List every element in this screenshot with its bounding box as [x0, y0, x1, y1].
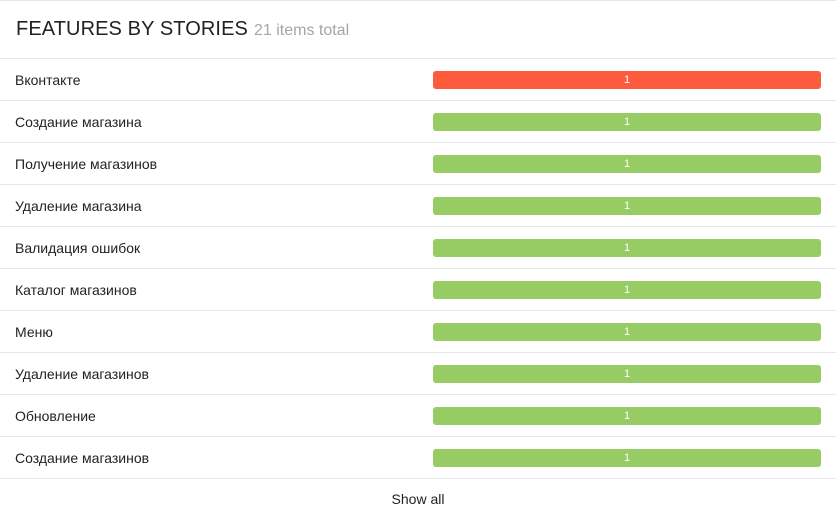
status-count: 1 [623, 367, 631, 380]
status-count: 1 [623, 241, 631, 254]
status-count: 1 [623, 283, 631, 296]
stories-status-bar: 1 [433, 70, 821, 89]
status-segment-passed [433, 280, 821, 299]
widget-footer: Show all [0, 479, 836, 515]
feature-row[interactable]: Обновление 1 [0, 395, 836, 437]
status-count: 1 [623, 73, 631, 86]
feature-row[interactable]: Создание магазина 1 [0, 101, 836, 143]
status-segment-passed [433, 112, 821, 131]
feature-name: Создание магазинов [15, 449, 150, 466]
feature-name: Удаление магазинов [15, 365, 149, 382]
stories-status-bar: 1 [433, 448, 821, 467]
status-segment-failed [433, 70, 821, 89]
feature-name: Удаление магазина [15, 197, 142, 214]
feature-row[interactable]: Валидация ошибок 1 [0, 227, 836, 269]
feature-name: Каталог магазинов [15, 281, 137, 298]
stories-status-bar: 1 [433, 364, 821, 383]
stories-status-bar: 1 [433, 112, 821, 131]
status-segment-passed [433, 154, 821, 173]
status-count: 1 [623, 199, 631, 212]
stories-status-bar: 1 [433, 406, 821, 425]
status-segment-passed [433, 322, 821, 341]
stories-status-bar: 1 [433, 280, 821, 299]
status-count: 1 [623, 157, 631, 170]
status-segment-passed [433, 196, 821, 215]
stories-status-bar: 1 [433, 154, 821, 173]
status-count: 1 [623, 451, 631, 464]
feature-name: Создание магазина [15, 113, 142, 130]
feature-name: Валидация ошибок [15, 239, 141, 256]
feature-row[interactable]: Вконтакте 1 [0, 59, 836, 101]
feature-name: Получение магазинов [15, 155, 158, 172]
feature-row[interactable]: Каталог магазинов 1 [0, 269, 836, 311]
widget-title: FEATURES BY STORIES [16, 18, 248, 40]
feature-row[interactable]: Меню 1 [0, 311, 836, 353]
feature-name: Меню [15, 323, 53, 340]
feature-name: Обновление [15, 407, 96, 424]
status-count: 1 [623, 409, 631, 422]
feature-row[interactable]: Создание магазинов 1 [0, 437, 836, 479]
stories-status-bar: 1 [433, 196, 821, 215]
feature-name: Вконтакте [15, 71, 81, 88]
feature-row[interactable]: Удаление магазина 1 [0, 185, 836, 227]
status-segment-passed [433, 448, 821, 467]
show-all-link[interactable]: Show all [391, 491, 445, 507]
feature-row[interactable]: Удаление магазинов 1 [0, 353, 836, 395]
status-segment-passed [433, 406, 821, 425]
status-segment-passed [433, 238, 821, 257]
widget-header: FEATURES BY STORIES 21 items total [0, 1, 836, 59]
feature-row[interactable]: Получение магазинов 1 [0, 143, 836, 185]
status-count: 1 [623, 115, 631, 128]
stories-status-bar: 1 [433, 238, 821, 257]
items-total-count: 21 items total [253, 22, 350, 39]
status-segment-passed [433, 364, 821, 383]
status-count: 1 [623, 325, 631, 338]
feature-list: Вконтакте 1 Создание магазина 1 Получение ма… [0, 59, 836, 479]
stories-status-bar: 1 [433, 322, 821, 341]
